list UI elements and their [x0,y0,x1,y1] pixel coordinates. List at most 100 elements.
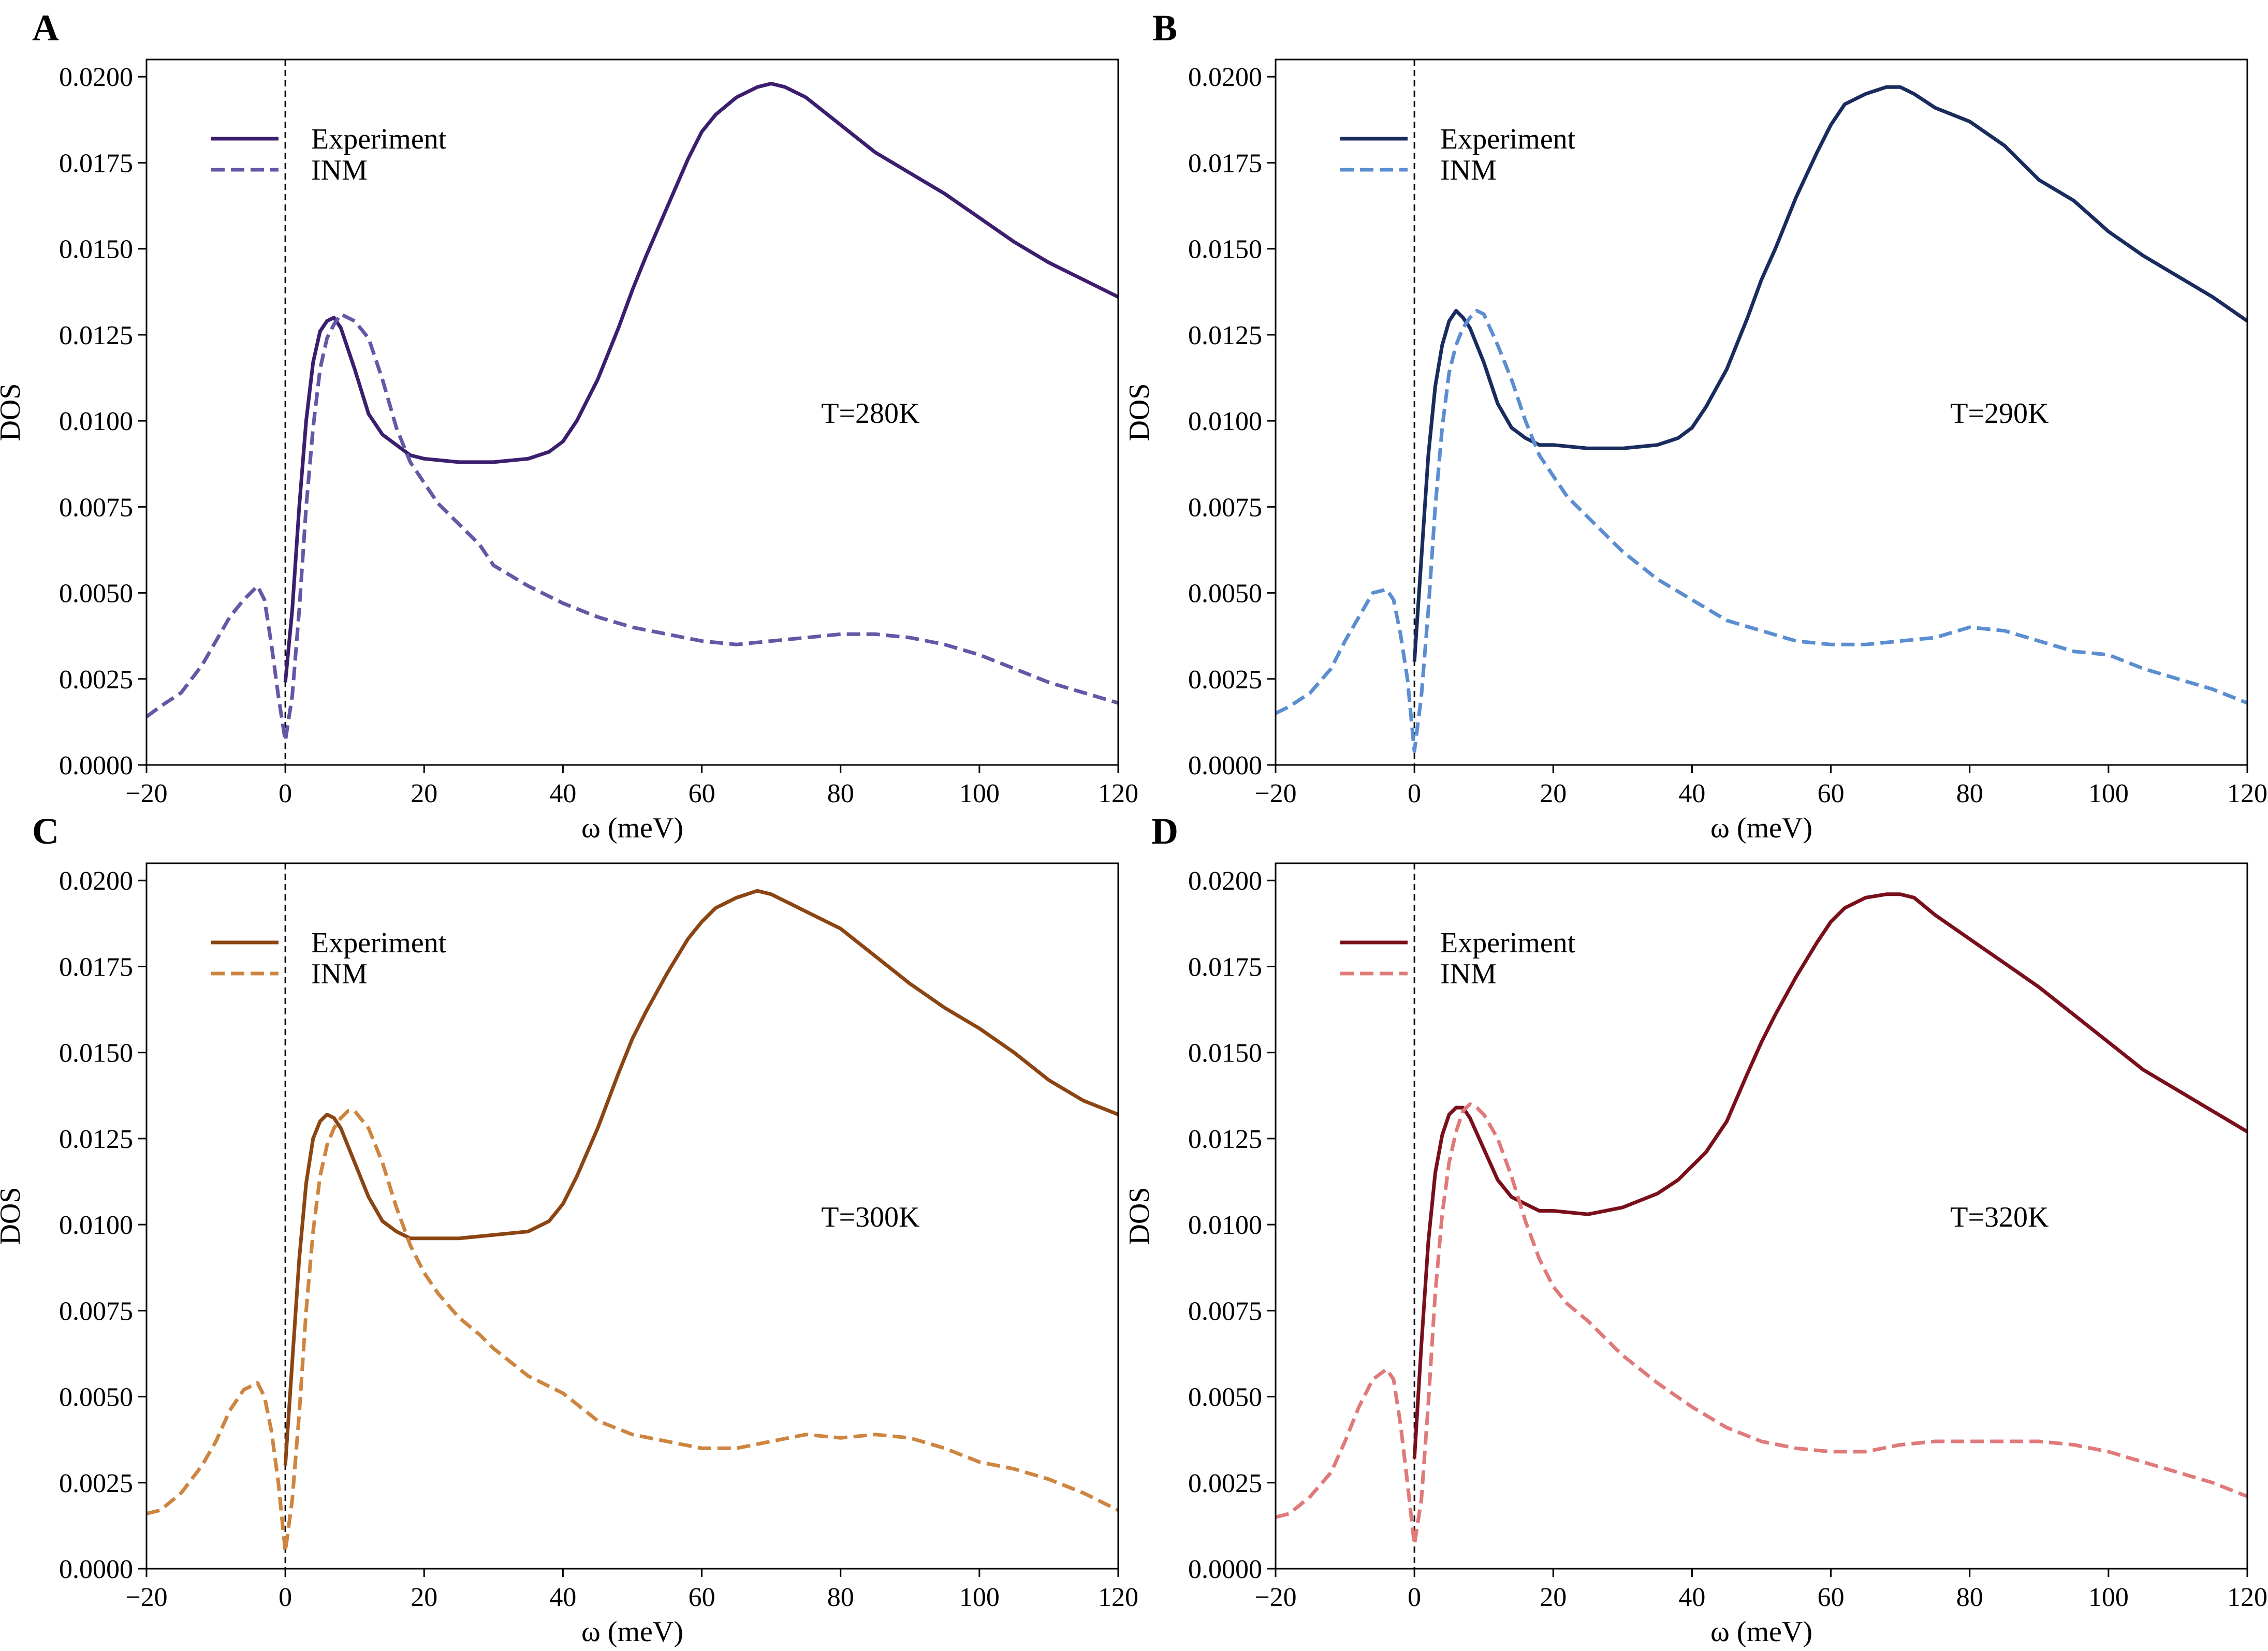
series-line-inm [1276,308,2247,753]
x-tick-label: 0 [279,779,292,808]
y-tick-label: 0.0150 [59,235,133,264]
y-axis-label: DOS [1123,1187,1155,1245]
series-line-inm [147,312,1118,743]
y-tick-label: 0.0175 [1188,952,1262,982]
y-tick-label: 0.0075 [59,493,133,522]
x-tick-label: 100 [2088,779,2129,808]
legend-label-experiment: Experiment [1440,123,1576,155]
legend-label-inm: INM [311,154,368,186]
x-tick-label: 120 [1098,779,1138,808]
x-tick-label: 0 [1408,1583,1421,1612]
y-tick-label: 0.0200 [59,866,133,896]
y-tick-label: 0.0025 [59,1469,133,1498]
y-tick-label: 0.0050 [59,579,133,609]
series-line-inm [147,1109,1118,1554]
y-tick-label: 0.0025 [59,665,133,695]
temperature-annotation: T=320K [1950,1201,2048,1233]
y-axis-label: DOS [1123,383,1155,441]
y-tick-label: 0.0125 [59,321,133,350]
y-tick-label: 0.0075 [1188,493,1262,522]
x-tick-label: 120 [2227,1583,2267,1612]
panel-letter: A [32,7,59,49]
y-axis-label: DOS [0,1187,26,1245]
y-tick-label: 0.0050 [1188,579,1262,609]
legend-label-experiment: Experiment [311,927,447,959]
y-tick-label: 0.0175 [59,149,133,178]
x-tick-label: 20 [411,779,437,808]
y-tick-label: 0.0200 [1188,63,1262,92]
y-tick-label: 0.0150 [1188,235,1262,264]
y-tick-label: 0.0200 [1188,866,1262,896]
y-tick-label: 0.0025 [1188,665,1262,695]
x-axis-label: ω (meV) [581,812,683,844]
y-tick-label: 0.0175 [1188,149,1262,178]
x-tick-label: 60 [1818,1583,1845,1612]
series-line-experiment [283,82,1118,683]
y-tick-label: 0.0100 [59,407,133,436]
x-tick-label: 60 [689,779,715,808]
y-tick-label: 0.0200 [59,63,133,92]
axes-frame [1275,862,2248,1570]
x-tick-label: 0 [279,1583,292,1612]
axes-frame [1275,58,2248,766]
series-line-inm [1276,1102,2247,1546]
series-line-experiment [1412,85,2247,662]
series-line-experiment [1412,892,2247,1459]
y-tick-label: 0.0000 [1188,1555,1262,1584]
x-tick-label: −20 [1254,779,1296,808]
y-tick-label: 0.0050 [1188,1383,1262,1412]
y-tick-label: 0.0075 [59,1296,133,1326]
panel-letter: C [32,810,59,852]
x-tick-label: 40 [1678,1583,1705,1612]
legend-label-experiment: Experiment [311,123,447,155]
x-tick-label: 0 [1408,779,1421,808]
legend-label-inm: INM [1440,154,1497,186]
y-axis-label: DOS [0,383,26,441]
x-tick-label: 40 [549,779,576,808]
panel-a: A −20 0 20 40 60 80 100 120 0.0000 0.0025 0.0050 0.0… [0,7,1138,844]
y-tick-label: 0.0025 [1188,1469,1262,1498]
y-tick-label: 0.0125 [1188,1125,1262,1154]
x-tick-label: −20 [1254,1583,1296,1612]
y-tick-label: 0.0000 [1188,751,1262,780]
y-tick-label: 0.0150 [59,1039,133,1068]
y-tick-label: 0.0150 [1188,1039,1262,1068]
y-tick-label: 0.0100 [1188,1211,1262,1240]
x-tick-label: 100 [959,1583,1000,1612]
panel-letter: D [1151,810,1178,852]
x-tick-label: 40 [549,1583,576,1612]
y-tick-label: 0.0175 [59,952,133,982]
x-tick-label: 80 [827,1583,854,1612]
y-tick-label: 0.0125 [59,1125,133,1154]
x-axis-label: ω (meV) [1710,1616,1812,1648]
axes-frame [145,862,1119,1570]
series-line-experiment [283,889,1118,1466]
x-tick-label: 80 [1956,779,1983,808]
y-tick-label: 0.0100 [1188,407,1262,436]
y-tick-label: 0.0000 [59,1555,133,1584]
x-tick-label: 80 [1956,1583,1983,1612]
temperature-annotation: T=290K [1950,397,2048,430]
x-tick-label: 120 [1098,1583,1138,1612]
x-tick-label: −20 [125,779,167,808]
x-axis-label: ω (meV) [581,1616,683,1648]
x-tick-label: −20 [125,1583,167,1612]
x-axis-label: ω (meV) [1710,812,1812,844]
x-tick-label: 100 [959,779,1000,808]
x-tick-label: 120 [2227,779,2267,808]
y-tick-label: 0.0000 [59,751,133,780]
y-tick-label: 0.0125 [1188,321,1262,350]
x-tick-label: 80 [827,779,854,808]
panel-c: C −20 0 20 40 60 80 100 120 0.0000 0.0025 0.0050 0.0… [0,810,1138,1648]
x-tick-label: 20 [411,1583,437,1612]
panel-letter: B [1152,7,1177,49]
legend-label-inm: INM [1440,958,1497,990]
y-tick-label: 0.0050 [59,1383,133,1412]
legend-label-inm: INM [311,958,368,990]
x-tick-label: 60 [689,1583,715,1612]
